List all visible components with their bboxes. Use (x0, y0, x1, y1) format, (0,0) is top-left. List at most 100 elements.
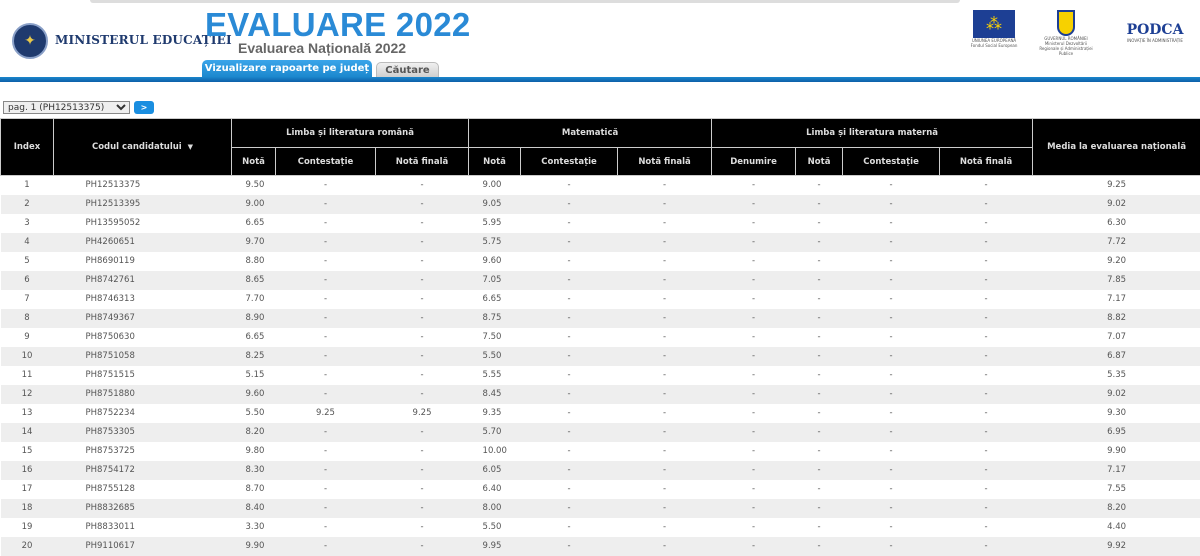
cell-mate-nota: 8.75 (469, 309, 521, 328)
cell-materna-nota-finala: - (940, 480, 1033, 499)
page-select[interactable]: pag. 1 (PH12513375) (3, 101, 130, 114)
header-index[interactable]: Index (1, 119, 54, 176)
cell-media: 7.85 (1033, 271, 1200, 290)
cell-materna-nota: - (796, 423, 843, 442)
cell-materna-contestatie: - (843, 328, 940, 347)
cell-code: PH4260651 (54, 233, 232, 252)
cell-index: 12 (1, 385, 54, 404)
cell-materna-contestatie: - (843, 347, 940, 366)
cell-index: 17 (1, 480, 54, 499)
cell-materna-nota: - (796, 442, 843, 461)
header-mate-nota-finala[interactable]: Notă finală (618, 148, 712, 176)
cell-materna-nota-finala: - (940, 195, 1033, 214)
header-materna-denumire[interactable]: Denumire (712, 148, 796, 176)
cell-code: PH8754172 (54, 461, 232, 480)
cell-code: PH8832685 (54, 499, 232, 518)
go-button[interactable]: > (134, 101, 154, 114)
header-materna-nota-finala[interactable]: Notă finală (940, 148, 1033, 176)
cell-code: PH8690119 (54, 252, 232, 271)
cell-code: PH8755128 (54, 480, 232, 499)
cell-index: 1 (1, 176, 54, 195)
cell-materna-nota: - (796, 385, 843, 404)
header-ro-nota[interactable]: Notă (232, 148, 276, 176)
cell-ro-nota: 9.90 (232, 537, 276, 556)
cell-mate-nota: 6.65 (469, 290, 521, 309)
cell-ro-contestatie: - (276, 347, 376, 366)
cell-ro-nota: 5.50 (232, 404, 276, 423)
cell-mate-nota-finala: - (618, 480, 712, 499)
cell-materna-nota-finala: - (940, 252, 1033, 271)
cell-ro-contestatie: - (276, 423, 376, 442)
header-materna-nota[interactable]: Notă (796, 148, 843, 176)
cell-code: PH8753305 (54, 423, 232, 442)
header-ro-nota-finala[interactable]: Notă finală (376, 148, 469, 176)
tab-vizualizare[interactable]: Vizualizare rapoarte pe județ (202, 60, 372, 78)
cell-mate-nota-finala: - (618, 461, 712, 480)
cell-mate-nota: 8.45 (469, 385, 521, 404)
cell-mate-contestatie: - (521, 290, 618, 309)
cell-mate-contestatie: - (521, 423, 618, 442)
cell-index: 18 (1, 499, 54, 518)
cell-media: 8.82 (1033, 309, 1200, 328)
cell-ro-nota: 9.80 (232, 442, 276, 461)
cell-materna-contestatie: - (843, 271, 940, 290)
cell-media: 6.87 (1033, 347, 1200, 366)
cell-ro-nota-finala: - (376, 271, 469, 290)
cell-ro-nota: 8.90 (232, 309, 276, 328)
cell-materna-nota-finala: - (940, 366, 1033, 385)
cell-ro-nota: 8.65 (232, 271, 276, 290)
cell-materna-nota-finala: - (940, 442, 1033, 461)
cell-index: 11 (1, 366, 54, 385)
cell-ro-nota-finala: - (376, 461, 469, 480)
cell-mate-nota-finala: - (618, 423, 712, 442)
cell-materna-nota: - (796, 404, 843, 423)
cell-ro-nota-finala: - (376, 252, 469, 271)
cell-materna-nota: - (796, 195, 843, 214)
header-code-label: Codul candidatului (92, 142, 182, 152)
cell-materna-nota: - (796, 347, 843, 366)
cell-materna-contestatie: - (843, 233, 940, 252)
cell-materna-denumire: - (712, 271, 796, 290)
cell-mate-nota-finala: - (618, 499, 712, 518)
cell-media: 9.30 (1033, 404, 1200, 423)
cell-mate-nota-finala: - (618, 195, 712, 214)
cell-ro-nota-finala: - (376, 214, 469, 233)
header-mate-nota[interactable]: Notă (469, 148, 521, 176)
cell-materna-nota: - (796, 309, 843, 328)
cell-mate-nota: 7.50 (469, 328, 521, 347)
cell-index: 14 (1, 423, 54, 442)
cell-mate-contestatie: - (521, 366, 618, 385)
tab-cautare[interactable]: Căutare (376, 62, 439, 78)
cell-index: 20 (1, 537, 54, 556)
header-mate-contestatie[interactable]: Contestație (521, 148, 618, 176)
cell-materna-denumire: - (712, 195, 796, 214)
cell-mate-nota: 9.60 (469, 252, 521, 271)
cell-media: 4.40 (1033, 518, 1200, 537)
cell-ro-contestatie: - (276, 271, 376, 290)
cell-index: 4 (1, 233, 54, 252)
header-ro-contestatie[interactable]: Contestație (276, 148, 376, 176)
cell-ro-nota: 8.40 (232, 499, 276, 518)
cell-mate-contestatie: - (521, 271, 618, 290)
cell-ro-nota: 3.30 (232, 518, 276, 537)
cell-index: 6 (1, 271, 54, 290)
cell-index: 13 (1, 404, 54, 423)
header-materna: Limba și literatura maternă (712, 119, 1033, 148)
sort-down-icon[interactable]: ▼ (188, 143, 193, 151)
header-materna-contestatie[interactable]: Contestație (843, 148, 940, 176)
header-code[interactable]: Codul candidatului ▼ (54, 119, 232, 176)
cell-mate-contestatie: - (521, 309, 618, 328)
cell-ro-contestatie: - (276, 537, 376, 556)
header-media[interactable]: Media la evaluarea națională (1033, 119, 1200, 176)
cell-materna-denumire: - (712, 290, 796, 309)
cell-mate-nota-finala: - (618, 290, 712, 309)
cell-materna-nota-finala: - (940, 290, 1033, 309)
